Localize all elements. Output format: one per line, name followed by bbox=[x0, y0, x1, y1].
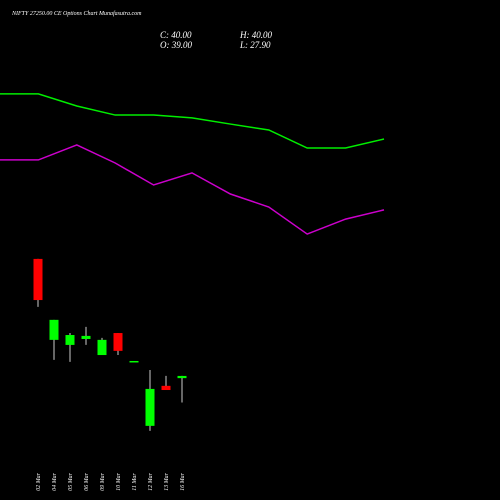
candle-body bbox=[129, 360, 139, 363]
x-tick-label: 12 Mar bbox=[148, 472, 154, 490]
candle-body bbox=[97, 339, 107, 356]
x-tick-label: 04 Mar bbox=[51, 472, 58, 490]
x-tick-label: 06 Mar bbox=[84, 472, 90, 490]
open-label: O: 39.00 bbox=[160, 40, 192, 50]
candle-body bbox=[177, 375, 187, 379]
close-label: C: 40.00 bbox=[160, 30, 192, 40]
candle-body bbox=[65, 335, 75, 345]
x-tick-label: 09 Mar bbox=[100, 472, 106, 490]
indicator-line bbox=[0, 144, 385, 235]
candle-body bbox=[161, 385, 171, 391]
x-tick-label: 16 Mar bbox=[180, 472, 186, 490]
chart-title: NIFTY 27250.00 CE Options Chart Munafasu… bbox=[11, 10, 142, 17]
x-tick-label: 11 Mar bbox=[132, 473, 138, 491]
x-tick-label: 02 Mar bbox=[36, 472, 42, 490]
indicator-line bbox=[0, 93, 385, 149]
x-tick-label: 10 Mar bbox=[116, 472, 122, 490]
candle-body bbox=[33, 258, 43, 301]
low-label: L: 27.90 bbox=[239, 40, 271, 50]
high-label: H: 40.00 bbox=[239, 30, 272, 40]
candle-body bbox=[113, 333, 123, 351]
x-tick-label: 13 Mar bbox=[164, 472, 170, 490]
candle-body bbox=[49, 319, 59, 340]
candle-body bbox=[145, 388, 155, 426]
candle-body bbox=[81, 335, 91, 339]
x-tick-label: 05 Mar bbox=[68, 472, 74, 490]
